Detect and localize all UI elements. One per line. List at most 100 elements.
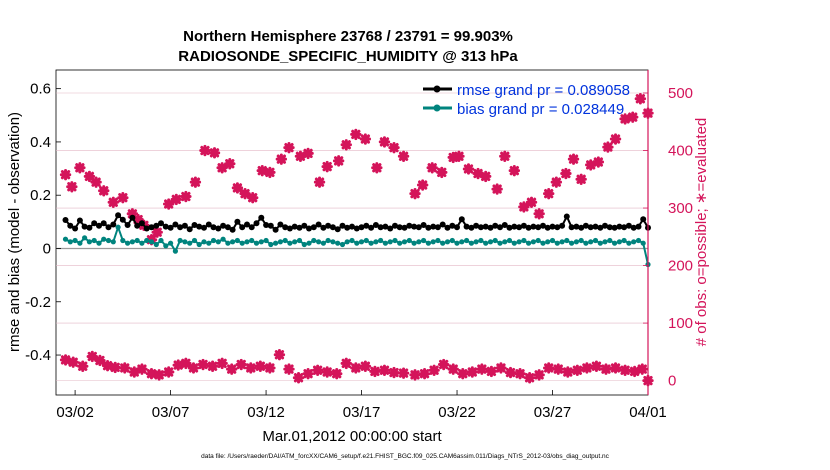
bias-point — [115, 224, 121, 230]
rmse-point — [430, 223, 437, 230]
bias-point — [91, 237, 97, 244]
y-tick-label-4: 0.4 — [30, 134, 51, 151]
bias-point — [139, 240, 145, 246]
bias-point — [621, 237, 627, 244]
obs_possible_high-marker — [453, 150, 465, 162]
obs_possible_high-marker — [107, 196, 119, 209]
rmse-point — [358, 224, 365, 231]
chart-subtitle: RADIOSONDE_SPECIFIC_HUMIDITY @ 313 hPa — [178, 48, 518, 65]
obs_possible_high-marker — [508, 164, 521, 177]
rmse-point — [286, 225, 293, 232]
rmse-point — [563, 213, 570, 220]
bias-point — [573, 239, 580, 245]
rmse-point — [425, 224, 432, 231]
bias-point — [168, 240, 174, 246]
bias-point — [449, 237, 455, 244]
y-right-tick-label-4: 400 — [668, 143, 693, 160]
obs_evaluated_low-marker — [235, 358, 247, 371]
rmse-point — [196, 223, 203, 230]
obs_evaluated_low-marker — [636, 363, 648, 375]
bias-point — [296, 237, 303, 244]
obs_possible_high-marker — [239, 187, 251, 200]
bias-point — [134, 237, 140, 244]
obs_evaluated_low-marker — [562, 366, 574, 378]
grid-lines — [56, 92, 648, 381]
obs_evaluated_low-marker — [542, 362, 555, 374]
obs_evaluated_low-marker — [495, 362, 507, 374]
obs_possible_high-marker — [518, 201, 530, 213]
rmse-point — [91, 220, 98, 227]
bias-point — [273, 240, 279, 246]
obs_possible_high-marker — [283, 141, 295, 154]
rmse-point — [640, 216, 647, 223]
obs_possible_high-marker — [609, 133, 622, 145]
obs_possible_high-marker — [199, 144, 211, 157]
obs_evaluated_low-marker — [273, 349, 286, 361]
rmse-point — [349, 223, 355, 230]
obs_possible_high-marker — [479, 170, 492, 183]
rmse-point — [258, 214, 265, 221]
bias-point — [569, 240, 575, 246]
bias-series — [62, 224, 651, 268]
rmse-point — [439, 221, 446, 228]
bias-point — [354, 240, 360, 246]
rmse-point — [310, 224, 317, 231]
bias-point — [292, 239, 298, 245]
obs_evaluated_low-marker — [619, 364, 631, 376]
bias-point — [344, 239, 350, 245]
bias-point — [492, 237, 498, 244]
bias-point — [206, 240, 212, 246]
rmse-point — [86, 224, 93, 231]
obs_evaluated_low-marker — [628, 365, 641, 378]
bias-point — [435, 237, 441, 244]
obs_possible_high-marker — [462, 163, 475, 175]
bias-point — [263, 237, 269, 244]
obs_possible_high-marker — [189, 176, 202, 188]
bias-point — [306, 240, 312, 246]
rmse-point — [201, 224, 207, 231]
rmse-point — [506, 224, 513, 231]
obs_evaluated_low-marker — [187, 362, 200, 374]
rmse-point — [368, 224, 375, 231]
rmse-point — [444, 224, 451, 231]
bias-point — [411, 240, 417, 246]
rmse-point — [396, 224, 403, 231]
obs_possible_high-marker — [409, 187, 421, 200]
rmse-point — [616, 223, 623, 230]
rmse-point — [630, 224, 637, 231]
rmse-point — [406, 222, 413, 229]
chart-title: Northern Hemisphere 23768 / 23791 = 99.9… — [183, 28, 513, 45]
bias-point — [301, 241, 307, 248]
rmse-point — [411, 223, 418, 230]
rmse-point — [387, 225, 394, 232]
bias-point — [187, 240, 193, 246]
bias-point — [282, 237, 288, 244]
rmse-point — [210, 224, 217, 231]
obs_possible_high-marker — [126, 208, 139, 220]
rmse-point — [501, 222, 508, 228]
bias-point — [545, 239, 551, 245]
rmse-point — [76, 217, 83, 224]
obs_possible_high-marker — [560, 167, 572, 180]
bias-point — [82, 235, 88, 241]
x-axis-label: Mar.01,2012 00:00:00 start — [262, 428, 442, 445]
bias-point — [502, 239, 508, 245]
obs_evaluated_low-marker — [245, 362, 257, 374]
obs_evaluated_low-marker — [101, 359, 114, 372]
y-tick-label-5: 0.6 — [30, 81, 51, 98]
rmse-point — [158, 220, 164, 227]
rmse-point — [253, 220, 260, 227]
rmse-point — [625, 222, 632, 229]
rmse-point — [497, 224, 503, 231]
bias-point — [249, 237, 255, 244]
bias-point — [201, 239, 207, 245]
rmse-point — [420, 222, 427, 228]
rmse-point — [129, 214, 136, 221]
bias-point — [153, 241, 159, 248]
rmse-point — [363, 222, 370, 229]
y-right-axis-label: # of obs: o=possible; ∗=evaluated — [693, 118, 710, 347]
rmse-point — [110, 221, 117, 228]
rmse-point — [468, 224, 475, 231]
rmse-point — [492, 222, 499, 229]
obs_possible_high-marker — [256, 164, 268, 177]
